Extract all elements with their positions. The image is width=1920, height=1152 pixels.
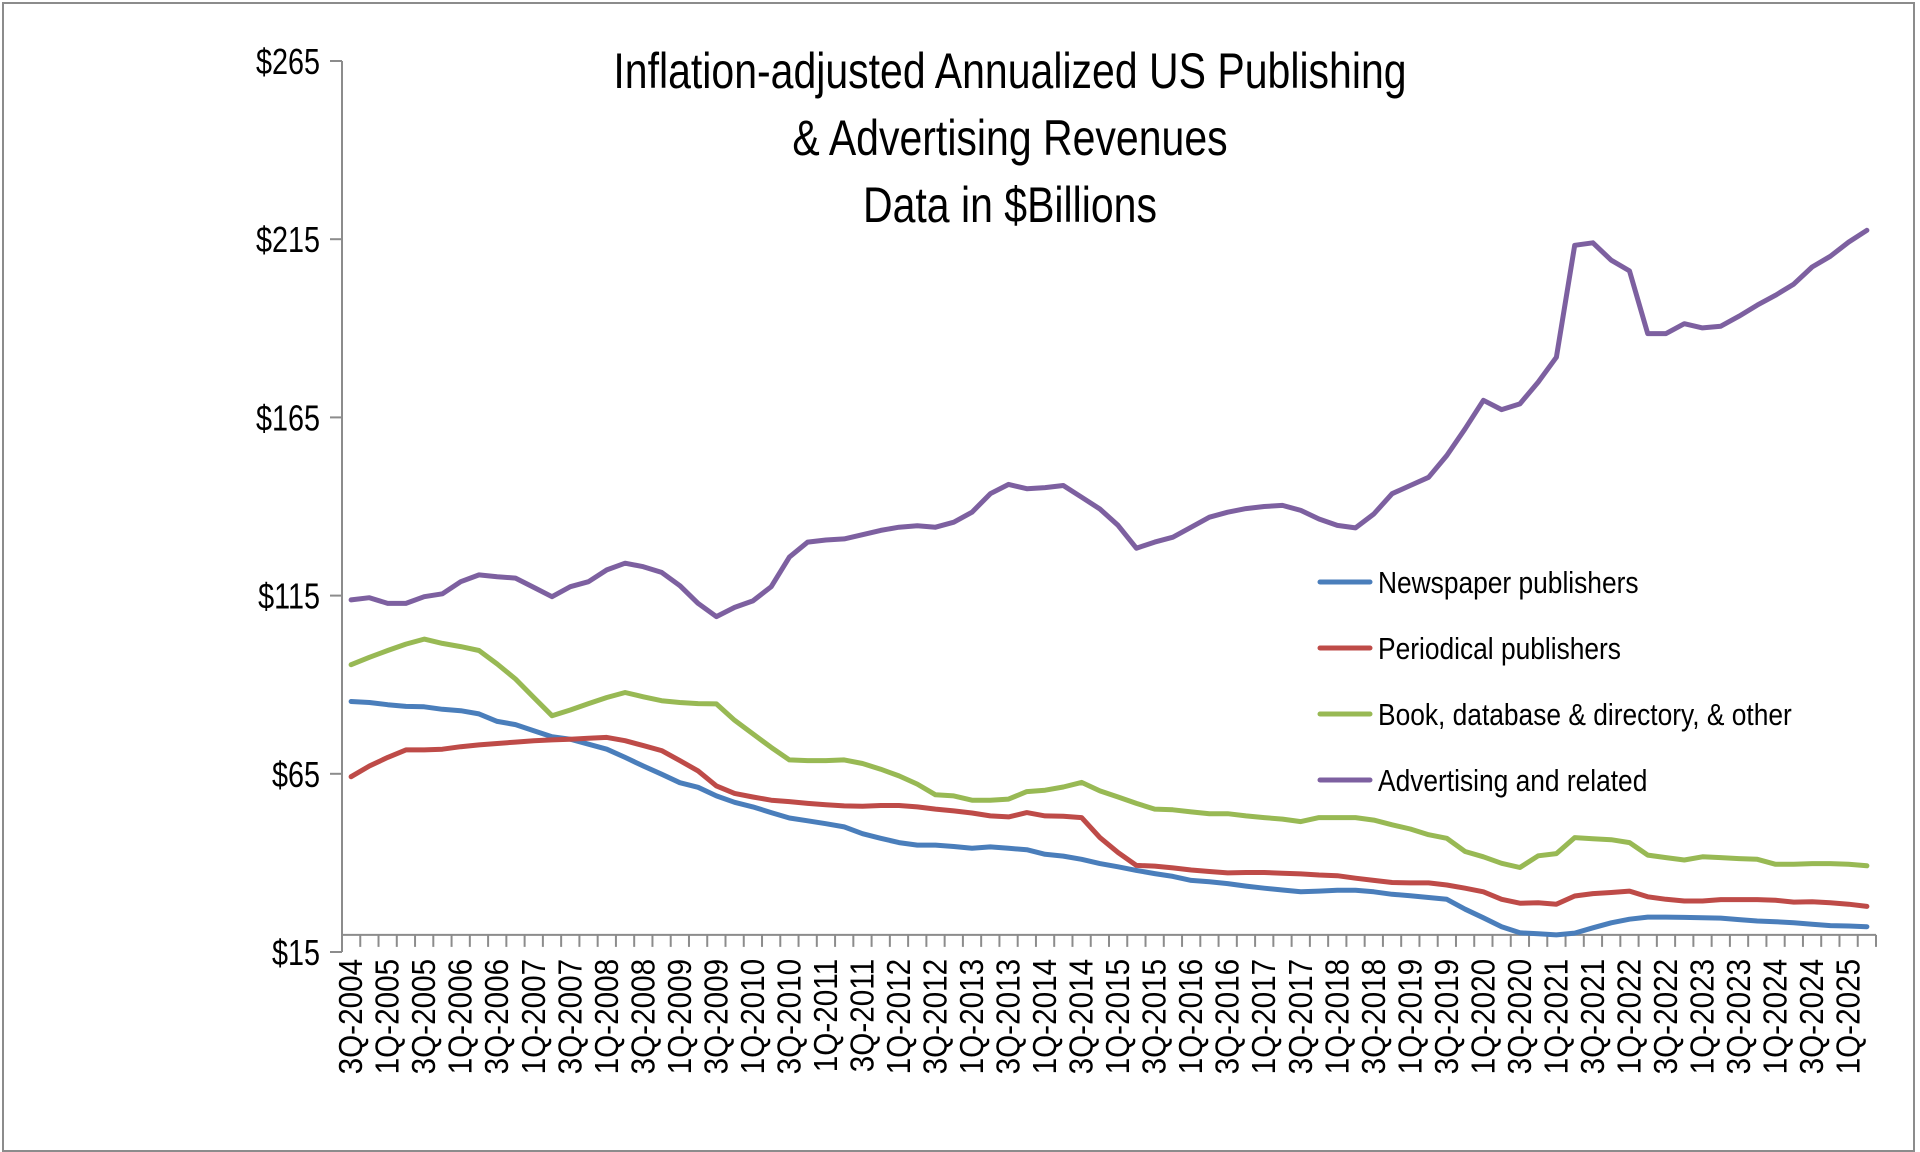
legend-item-newspaper-publishers: Newspaper publishers xyxy=(1317,566,1639,601)
x-tick-label: 3Q-2009 xyxy=(698,959,735,1075)
title-line-3: Data in $Billions xyxy=(863,177,1157,233)
x-tick-label: 1Q-2019 xyxy=(1392,959,1429,1075)
x-tick-label: 3Q-2013 xyxy=(990,959,1027,1075)
legend-item-book-database-directory-other: Book, database & directory, & other xyxy=(1317,698,1792,733)
title-line-2: & Advertising Revenues xyxy=(792,110,1227,166)
x-tick-label: 1Q-2006 xyxy=(442,959,479,1075)
x-tick-label: 1Q-2010 xyxy=(734,959,771,1075)
series-line-book-database-directory-other xyxy=(348,636,1870,870)
title-line-1: Inflation-adjusted Annualized US Publish… xyxy=(613,43,1406,99)
legend-label: Newspaper publishers xyxy=(1378,566,1639,600)
legend-label: Book, database & directory, & other xyxy=(1378,698,1792,732)
x-tick-label: 1Q-2005 xyxy=(369,959,406,1075)
x-tick-label: 3Q-2023 xyxy=(1721,959,1758,1075)
x-tick-label: 1Q-2011 xyxy=(808,959,845,1072)
legend-label: Advertising and related xyxy=(1378,764,1647,798)
x-tick-label: 3Q-2021 xyxy=(1575,959,1612,1075)
x-tick-label: 1Q-2007 xyxy=(515,959,552,1075)
chart-title: Inflation-adjusted Annualized US Publish… xyxy=(613,43,1406,233)
x-tick-label: 1Q-2021 xyxy=(1538,959,1575,1075)
series-line-newspaper-publishers xyxy=(348,699,1870,938)
x-tick-label: 1Q-2012 xyxy=(881,959,918,1075)
x-tick-label: 3Q-2007 xyxy=(552,959,589,1075)
x-tick-label: 3Q-2020 xyxy=(1501,959,1538,1075)
series-line-periodical-publishers xyxy=(348,734,1870,909)
x-tick-label: 3Q-2014 xyxy=(1063,959,1100,1075)
x-tick-label: 3Q-2008 xyxy=(625,959,662,1075)
x-tick-label: 3Q-2015 xyxy=(1136,959,1173,1075)
legend-item-periodical-publishers: Periodical publishers xyxy=(1317,632,1621,667)
y-axis: $15 $65 $115 $165 $215 $265 xyxy=(256,41,343,973)
y-tick-label: $15 xyxy=(272,932,320,973)
x-axis: 3Q-2004 1Q-2005 3Q-2005 1Q-2006 3Q-2006 1Q-20… xyxy=(333,933,1877,1075)
series-layer xyxy=(348,227,1870,938)
x-tick-label: 3Q-2018 xyxy=(1355,959,1392,1075)
y-tick-label: $115 xyxy=(258,575,320,616)
x-tick-label: 1Q-2024 xyxy=(1757,959,1794,1075)
x-tick-label: 1Q-2009 xyxy=(661,959,698,1075)
x-tick-label: 3Q-2006 xyxy=(479,959,516,1075)
x-tick-label: 3Q-2019 xyxy=(1428,959,1465,1075)
x-tick-label: 3Q-2024 xyxy=(1794,959,1831,1075)
x-tick-label: 3Q-2022 xyxy=(1648,959,1685,1075)
x-tick-label: 1Q-2013 xyxy=(954,959,991,1075)
legend-label: Periodical publishers xyxy=(1378,632,1621,666)
y-tick-label: $215 xyxy=(256,219,320,260)
x-tick-label: 1Q-2017 xyxy=(1246,959,1283,1075)
x-tick-label: 1Q-2015 xyxy=(1100,959,1137,1075)
x-tick-label: 3Q-2017 xyxy=(1282,959,1319,1075)
series-line-advertising-and-related xyxy=(348,227,1870,620)
legend-item-advertising-and-related: Advertising and related xyxy=(1317,764,1647,799)
y-tick-label: $165 xyxy=(256,397,320,438)
x-tick-label: 1Q-2022 xyxy=(1611,959,1648,1075)
x-tick-label: 3Q-2016 xyxy=(1209,959,1246,1075)
x-tick-label: 3Q-2005 xyxy=(406,959,443,1075)
x-tick-label: 3Q-2010 xyxy=(771,959,808,1075)
y-tick-label: $265 xyxy=(256,41,320,82)
legend: Newspaper publishers Periodical publisher… xyxy=(1317,566,1792,799)
y-tick-label: $65 xyxy=(272,754,320,795)
x-tick-label: 1Q-2020 xyxy=(1465,959,1502,1075)
x-tick-label: 1Q-2023 xyxy=(1684,959,1721,1075)
x-tick-label: 1Q-2018 xyxy=(1319,959,1356,1075)
x-tick-label: 3Q-2011 xyxy=(844,959,881,1072)
x-tick-label: 3Q-2012 xyxy=(917,959,954,1075)
x-tick-label: 1Q-2008 xyxy=(588,959,625,1075)
x-tick-label: 1Q-2016 xyxy=(1173,959,1210,1075)
x-tick-label: 1Q-2014 xyxy=(1027,959,1064,1075)
x-tick-label: 1Q-2025 xyxy=(1830,959,1867,1075)
x-tick-label: 3Q-2004 xyxy=(333,959,370,1075)
